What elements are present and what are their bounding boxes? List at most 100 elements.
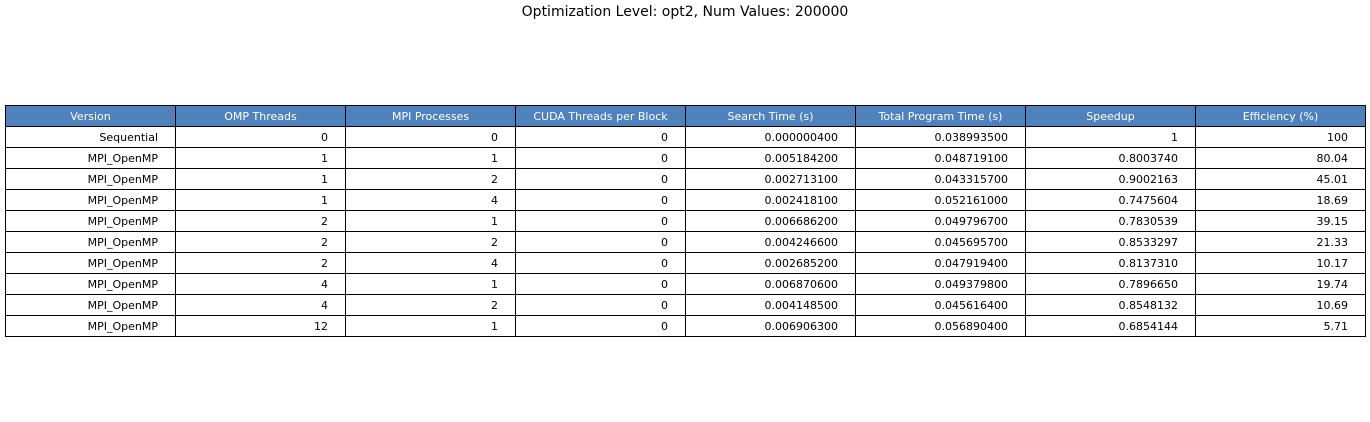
- table-cell: MPI_OpenMP: [5, 252, 176, 274]
- table-cell: 0: [515, 294, 686, 316]
- table-cell: 0: [515, 315, 686, 337]
- chart-title: Optimization Level: opt2, Num Values: 20…: [521, 4, 849, 20]
- table-cell: 1: [175, 168, 346, 190]
- table-cell: 0.005184200: [685, 147, 856, 169]
- table-cell: 1: [345, 315, 516, 337]
- table-cell: 4: [345, 189, 516, 211]
- table-cell: 0.004148500: [685, 294, 856, 316]
- table-cell: 0: [515, 273, 686, 295]
- table-cell: 45.01: [1195, 168, 1366, 190]
- table-cell: 2: [175, 252, 346, 274]
- results-table: Version OMP Threads MPI Processes CUDA Thre…: [5, 105, 1366, 337]
- table-cell: 0.9002163: [1025, 168, 1196, 190]
- header-row: Version OMP Threads MPI Processes CUDA Thre…: [5, 105, 1366, 127]
- table-cell: 10.69: [1195, 294, 1366, 316]
- table-row: MPI_OpenMP 1 1 0 0.005184200 0.048719100 0.800…: [5, 147, 1366, 169]
- table-cell: 0.052161000: [855, 189, 1026, 211]
- table-cell: 0.8003740: [1025, 147, 1196, 169]
- table-row: MPI_OpenMP 2 1 0 0.006686200 0.049796700 0.783…: [5, 210, 1366, 232]
- table-cell: 0: [515, 168, 686, 190]
- table-row: MPI_OpenMP 12 1 0 0.006906300 0.056890400 0.68…: [5, 315, 1366, 337]
- table-cell: 39.15: [1195, 210, 1366, 232]
- table-cell: 0: [515, 189, 686, 211]
- table-row: MPI_OpenMP 4 1 0 0.006870600 0.049379800 0.789…: [5, 273, 1366, 295]
- table-cell: 0.056890400: [855, 315, 1026, 337]
- table-cell: MPI_OpenMP: [5, 315, 176, 337]
- table-cell: 0.045695700: [855, 231, 1026, 253]
- table-cell: MPI_OpenMP: [5, 168, 176, 190]
- table-cell: 21.33: [1195, 231, 1366, 253]
- column-header: CUDA Threads per Block: [515, 105, 686, 127]
- table-cell: 0: [515, 210, 686, 232]
- table-cell: 0: [515, 252, 686, 274]
- table-cell: 2: [345, 294, 516, 316]
- column-header: Efficiency (%): [1195, 105, 1366, 127]
- column-header: Speedup: [1025, 105, 1196, 127]
- table-cell: 0.002418100: [685, 189, 856, 211]
- table-cell: 0.006870600: [685, 273, 856, 295]
- table-cell: 0.047919400: [855, 252, 1026, 274]
- table-cell: 2: [345, 231, 516, 253]
- table-cell: 0.038993500: [855, 126, 1026, 148]
- table-cell: 0.043315700: [855, 168, 1026, 190]
- table-cell: MPI_OpenMP: [5, 294, 176, 316]
- table-cell: 2: [345, 168, 516, 190]
- table-cell: 0: [515, 147, 686, 169]
- table-row: MPI_OpenMP 2 4 0 0.002685200 0.047919400 0.813…: [5, 252, 1366, 274]
- table-cell: 0.002685200: [685, 252, 856, 274]
- table-cell: 0.7830539: [1025, 210, 1196, 232]
- table-cell: 19.74: [1195, 273, 1366, 295]
- table-cell: 1: [175, 147, 346, 169]
- table-cell: 1: [345, 147, 516, 169]
- table-cell: 0.049379800: [855, 273, 1026, 295]
- table-cell: 0.004246600: [685, 231, 856, 253]
- table-cell: 4: [175, 294, 346, 316]
- table-cell: 0.8137310: [1025, 252, 1196, 274]
- table-cell: 0: [175, 126, 346, 148]
- column-header: OMP Threads: [175, 105, 346, 127]
- table-cell: 0.7475604: [1025, 189, 1196, 211]
- table-cell: 2: [175, 210, 346, 232]
- table-cell: 4: [175, 273, 346, 295]
- table-cell: 1: [175, 189, 346, 211]
- table-cell: MPI_OpenMP: [5, 210, 176, 232]
- table-body: Sequential 0 0 0 0.000000400 0.038993500 1 100 M…: [5, 126, 1366, 337]
- table-cell: 0.002713100: [685, 168, 856, 190]
- table-cell: 0: [515, 126, 686, 148]
- table-cell: 0.8548132: [1025, 294, 1196, 316]
- table-cell: 0: [515, 231, 686, 253]
- table-cell: MPI_OpenMP: [5, 231, 176, 253]
- column-header: Search Time (s): [685, 105, 856, 127]
- table-cell: 0.048719100: [855, 147, 1026, 169]
- table-cell: 0.006906300: [685, 315, 856, 337]
- table-cell: 18.69: [1195, 189, 1366, 211]
- table-cell: 0: [345, 126, 516, 148]
- column-header: MPI Processes: [345, 105, 516, 127]
- table-cell: MPI_OpenMP: [5, 147, 176, 169]
- table-cell: 0.7896650: [1025, 273, 1196, 295]
- column-header: Total Program Time (s): [855, 105, 1026, 127]
- table-cell: 0.6854144: [1025, 315, 1196, 337]
- table-cell: 80.04: [1195, 147, 1366, 169]
- table-cell: 10.17: [1195, 252, 1366, 274]
- table-cell: 4: [345, 252, 516, 274]
- table-cell: 0.000000400: [685, 126, 856, 148]
- table-cell: 0.049796700: [855, 210, 1026, 232]
- table-cell: 5.71: [1195, 315, 1366, 337]
- table-cell: 1: [1025, 126, 1196, 148]
- table-row: MPI_OpenMP 1 4 0 0.002418100 0.052161000 0.747…: [5, 189, 1366, 211]
- table-row: MPI_OpenMP 1 2 0 0.002713100 0.043315700 0.900…: [5, 168, 1366, 190]
- table-cell: MPI_OpenMP: [5, 189, 176, 211]
- table-cell: MPI_OpenMP: [5, 273, 176, 295]
- table-cell: 1: [345, 273, 516, 295]
- table-row: MPI_OpenMP 2 2 0 0.004246600 0.045695700 0.853…: [5, 231, 1366, 253]
- table-cell: Sequential: [5, 126, 176, 148]
- table-cell: 1: [345, 210, 516, 232]
- table-cell: 100: [1195, 126, 1366, 148]
- table-cell: 0.045616400: [855, 294, 1026, 316]
- column-header: Version: [5, 105, 176, 127]
- table-row: MPI_OpenMP 4 2 0 0.004148500 0.045616400 0.854…: [5, 294, 1366, 316]
- table-cell: 12: [175, 315, 346, 337]
- table-cell: 2: [175, 231, 346, 253]
- table-cell: 0.006686200: [685, 210, 856, 232]
